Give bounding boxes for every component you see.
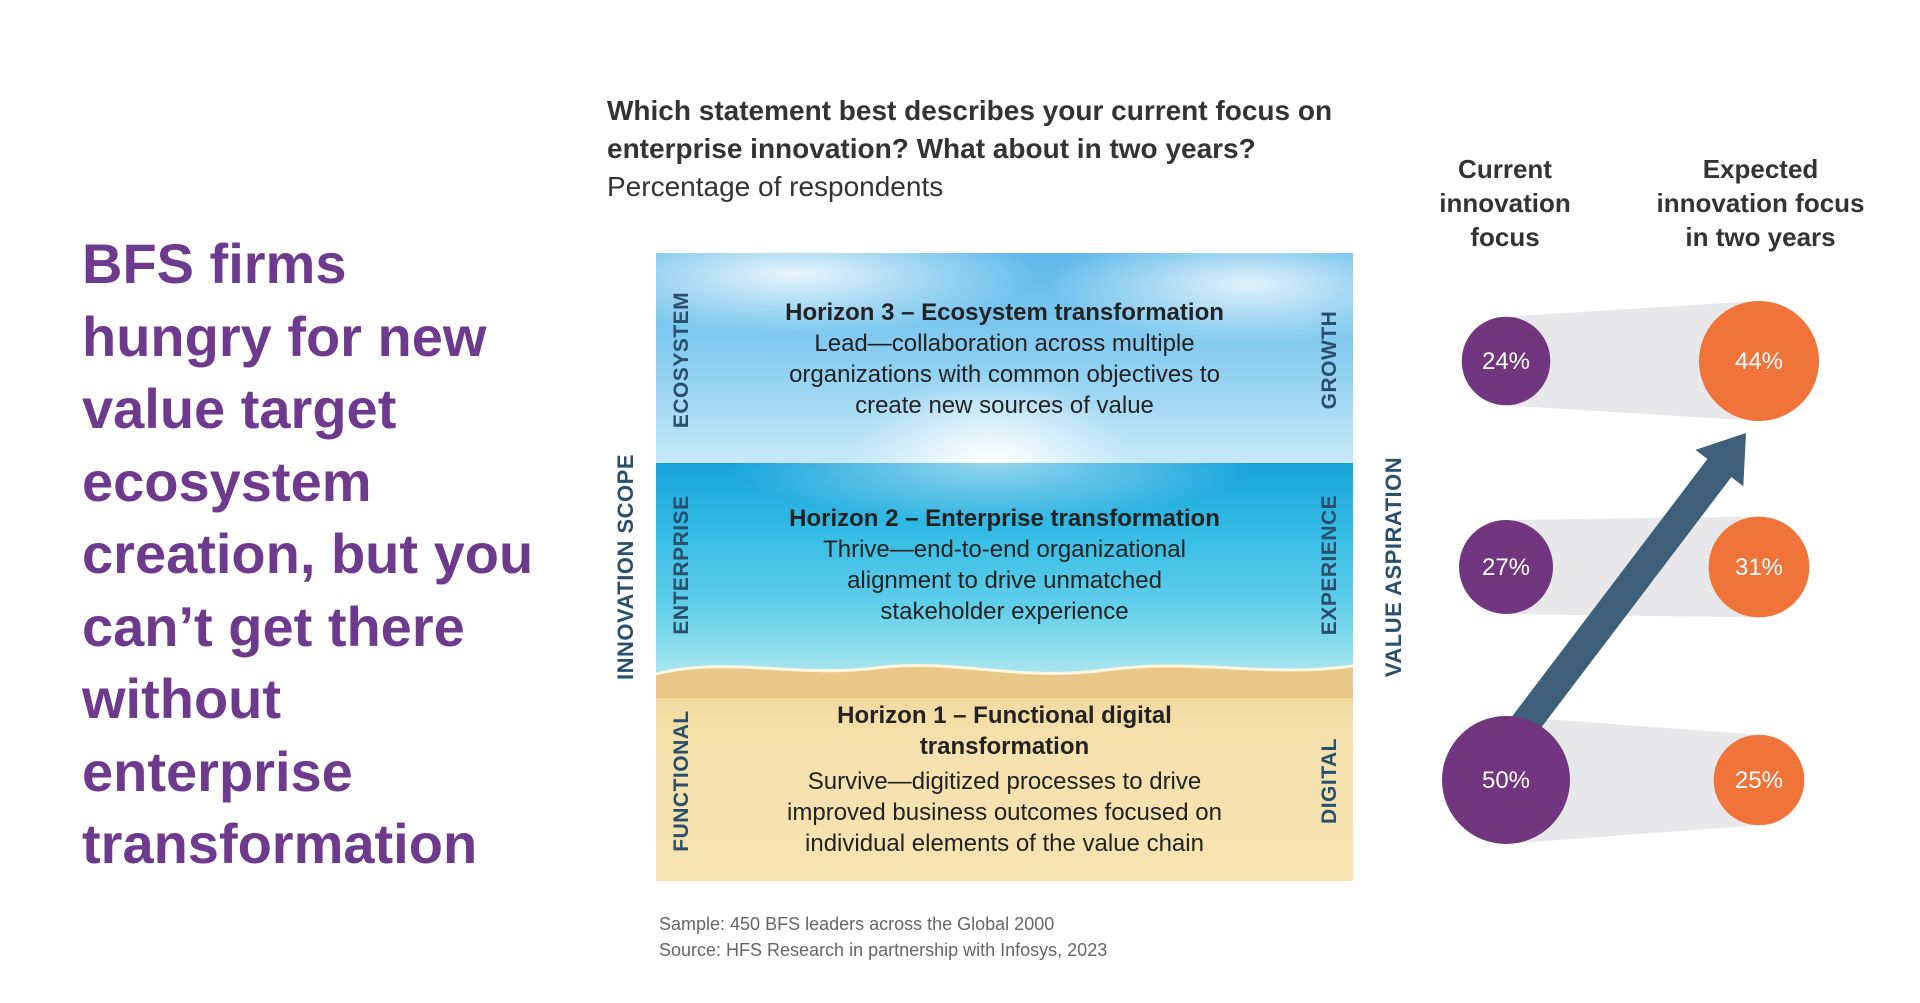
current-bubble [1461,316,1551,406]
headline: BFS firms hungry for new value target ec… [82,232,534,875]
horizons-panel: Horizon 3 – Ecosystem transformation Lea… [656,253,1353,881]
shoreline [656,663,1353,698]
expected-bubble [1708,516,1810,618]
question-subtitle: Percentage of respondents [607,171,944,202]
expected-bubble [1699,301,1819,421]
current-column-header: Current innovation focus [1439,154,1571,252]
horizon-3-description: Lead—collaboration across multiple organ… [789,330,1220,419]
source-notes: Sample: 450 BFS leaders across the Globa… [659,911,1107,963]
expected-bubble [1713,734,1805,826]
current-value-label: 50% [1482,767,1530,794]
horizon-1-description: Survive—digitized processes to drive imp… [787,768,1222,857]
horizon-3-text: Horizon 3 – Ecosystem transformation Lea… [656,297,1353,421]
horizon-2-title: Horizon 2 – Enterprise transformation [789,505,1220,532]
connector-band [1506,300,1759,422]
horizon-2-description: Thrive—end-to-end organizational alignme… [823,536,1186,625]
horizon-1-text: Horizon 1 – Functional digital transform… [656,700,1353,859]
horizon-3-title: Horizon 3 – Ecosystem transformation [785,299,1224,326]
sample-note: Sample: 450 BFS leaders across the Globa… [659,914,1055,934]
expected-column-header: Expected innovation focus in two years [1656,154,1865,252]
current-bubble [1459,520,1553,614]
expected-value-label: 44% [1735,348,1783,375]
current-value-label: 27% [1482,554,1530,581]
functional-band [656,673,1353,881]
expected-value-label: 31% [1735,554,1783,581]
shift-arrow [1504,433,1746,746]
current-value-label: 24% [1482,348,1530,375]
horizon-2-text: Horizon 2 – Enterprise transformation Th… [656,503,1353,627]
current-bubble [1442,716,1570,844]
enterprise-band [656,463,1353,673]
expected-value-label: 25% [1735,767,1783,794]
chart-question: Which statement best describes your curr… [607,92,1367,206]
horizon-1-title: Horizon 1 – Functional digital transform… [837,702,1172,760]
source-note: Source: HFS Research in partnership with… [659,940,1108,960]
ecosystem-band [656,253,1353,463]
question-text: Which statement best describes your curr… [607,95,1333,164]
connector-band [1506,716,1759,844]
